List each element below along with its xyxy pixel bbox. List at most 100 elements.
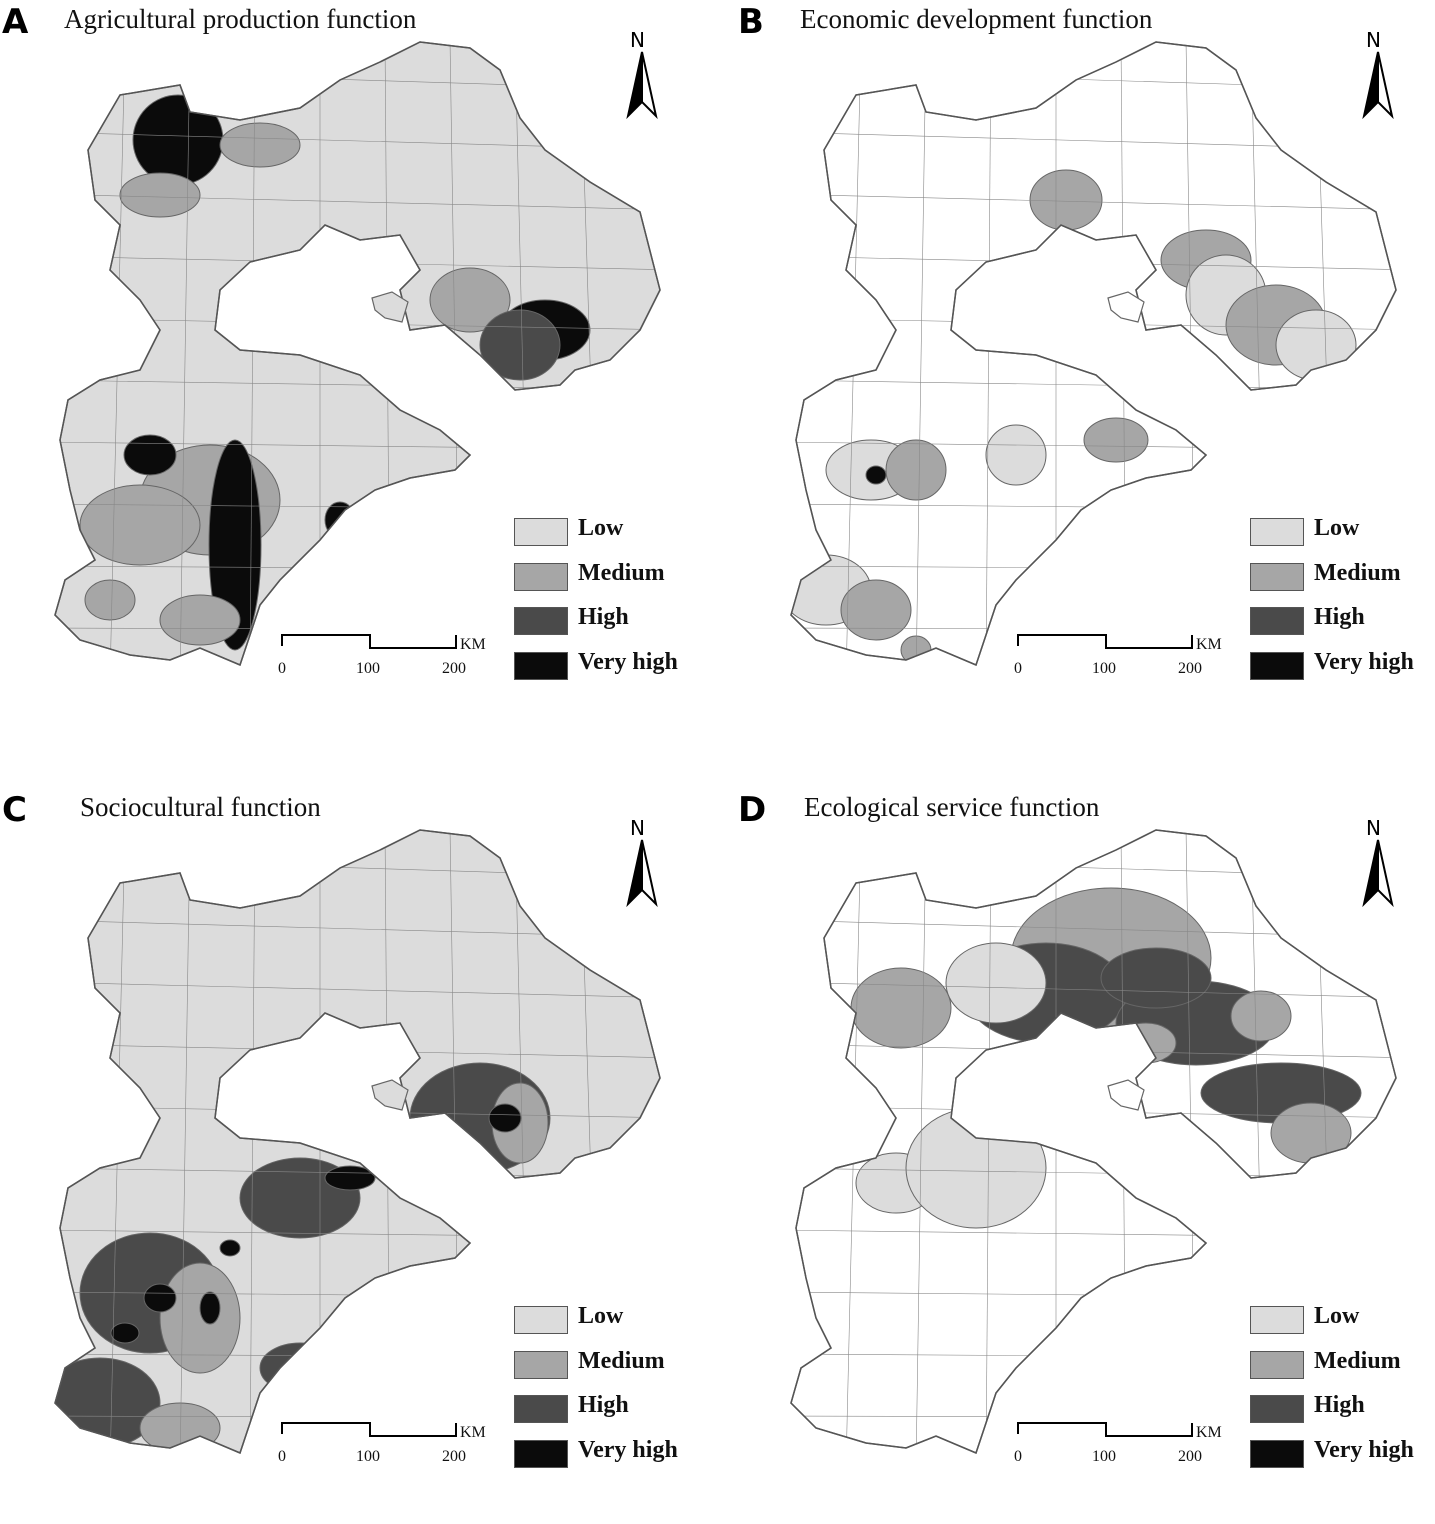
district-boundary: [179, 42, 191, 665]
scale-unit: KM: [1196, 1424, 1222, 1441]
region-high: [1100, 947, 1212, 1009]
region-very-high: [219, 1239, 241, 1257]
legend-swatch-low: [1250, 518, 1304, 546]
region-medium: [159, 594, 241, 646]
district-boundary: [985, 42, 992, 665]
panel-title: Economic development function: [800, 4, 1153, 34]
region-low: [985, 424, 1047, 486]
panel-c: C Sociocultural function N Low Medium Hi…: [0, 788, 717, 1524]
region-medium: [1115, 1022, 1177, 1064]
north-label: N: [630, 28, 645, 52]
region-very-high: [123, 434, 177, 476]
region-medium: [1029, 169, 1103, 231]
panel-b: B Economic development function N Low Me…: [736, 0, 1435, 736]
scale-tick-100: 100: [1092, 1448, 1116, 1465]
legend-label: Medium: [578, 559, 665, 586]
north-label: N: [1366, 816, 1381, 840]
region-medium: [159, 1262, 241, 1374]
scale-tick-0: 0: [278, 1448, 286, 1465]
scale-tick-100: 100: [356, 1448, 380, 1465]
north-arrow-icon: [1362, 51, 1394, 120]
legend-label: Very high: [1314, 1436, 1414, 1463]
district-boundary: [55, 830, 61, 1453]
legend-swatch-medium: [1250, 562, 1304, 591]
legend-swatch-very-high: [1250, 1439, 1304, 1468]
panel-d: D Ecological service function N Low Medi…: [736, 788, 1435, 1524]
scale-tick-200: 200: [442, 660, 466, 677]
district-boundary: [985, 830, 992, 1453]
panel-letter: A: [2, 2, 29, 42]
legend-label: Medium: [1314, 559, 1401, 586]
north-label: N: [630, 816, 645, 840]
legend-label: Medium: [578, 1347, 665, 1374]
legend-label: High: [578, 604, 629, 630]
scale-tick-0: 0: [1014, 1448, 1022, 1465]
region-medium: [84, 579, 136, 621]
region-low: [1275, 309, 1357, 381]
region-medium: [850, 967, 952, 1049]
scale-tick-0: 0: [278, 660, 286, 677]
legend-swatch-very-high: [514, 1439, 568, 1468]
region-outline: [790, 41, 1397, 667]
scale-bar: 0 100 200 KM: [276, 1418, 496, 1468]
region-enclave: [1107, 1079, 1145, 1111]
district-boundary: [791, 830, 797, 1453]
region-medium: [1230, 990, 1292, 1042]
legend-swatch-medium: [514, 562, 568, 591]
region-low: [905, 1107, 1047, 1229]
region-enclave: [1107, 291, 1145, 323]
district-boundary: [791, 42, 797, 665]
panel-title: Agricultural production function: [64, 4, 417, 34]
legend-swatch-high: [514, 607, 568, 635]
district-boundary: [791, 981, 1396, 999]
region-enclave: [371, 1079, 409, 1111]
legend-swatch-medium: [1250, 1350, 1304, 1379]
region-very-high: [324, 1165, 376, 1191]
legend-swatch-high: [1250, 607, 1304, 635]
legend-label: Low: [578, 1303, 624, 1329]
scale-bar: 0 100 200 KM: [1012, 630, 1232, 680]
scale-unit: KM: [1196, 636, 1222, 653]
region-low: [995, 1047, 1077, 1129]
legend-swatch-high: [1250, 1395, 1304, 1423]
scale-tick-100: 100: [1092, 660, 1116, 677]
map-regions: [54, 41, 661, 667]
region-base: [54, 829, 661, 1455]
region-low: [945, 942, 1047, 1024]
legend-label: Medium: [1314, 1347, 1401, 1374]
region-very-high: [208, 439, 262, 651]
panel-letter: B: [738, 2, 764, 42]
region-outline: [54, 41, 661, 667]
scale-tick-0: 0: [1014, 660, 1022, 677]
legend-swatch-very-high: [1250, 651, 1304, 680]
region-enclave: [371, 291, 409, 323]
panel-a: A Agricultural production function N Low…: [0, 0, 717, 736]
legend-label: Low: [1314, 1303, 1360, 1329]
scale-tick-100: 100: [356, 660, 380, 677]
region-high: [479, 309, 561, 381]
map-d: [790, 829, 1397, 1455]
district-boundary: [55, 193, 660, 211]
district-boundary: [915, 42, 927, 665]
legend-label: High: [1314, 1392, 1365, 1418]
north-arrow-icon: [626, 51, 658, 120]
map-a: [54, 41, 661, 667]
district-boundary: [249, 830, 256, 1453]
district-boundary: [55, 981, 660, 999]
legend-swatch-low: [514, 518, 568, 546]
scale-bar-graphic: [1017, 1422, 1193, 1437]
map-regions: [54, 829, 661, 1455]
scale-bar-graphic: [1017, 634, 1193, 649]
region-very-high: [324, 501, 356, 539]
region-very-high: [132, 94, 224, 186]
region-very-high: [865, 465, 887, 485]
legend-swatch-high: [514, 1395, 568, 1423]
district-boundary: [55, 42, 61, 665]
district-boundary: [915, 830, 927, 1453]
region-very-high: [110, 1322, 140, 1344]
legend-label: Very high: [578, 648, 678, 675]
scale-bar-graphic: [281, 1422, 457, 1437]
legend-label: Low: [578, 515, 624, 541]
scale-unit: KM: [460, 1424, 486, 1441]
map-c: [54, 829, 661, 1455]
